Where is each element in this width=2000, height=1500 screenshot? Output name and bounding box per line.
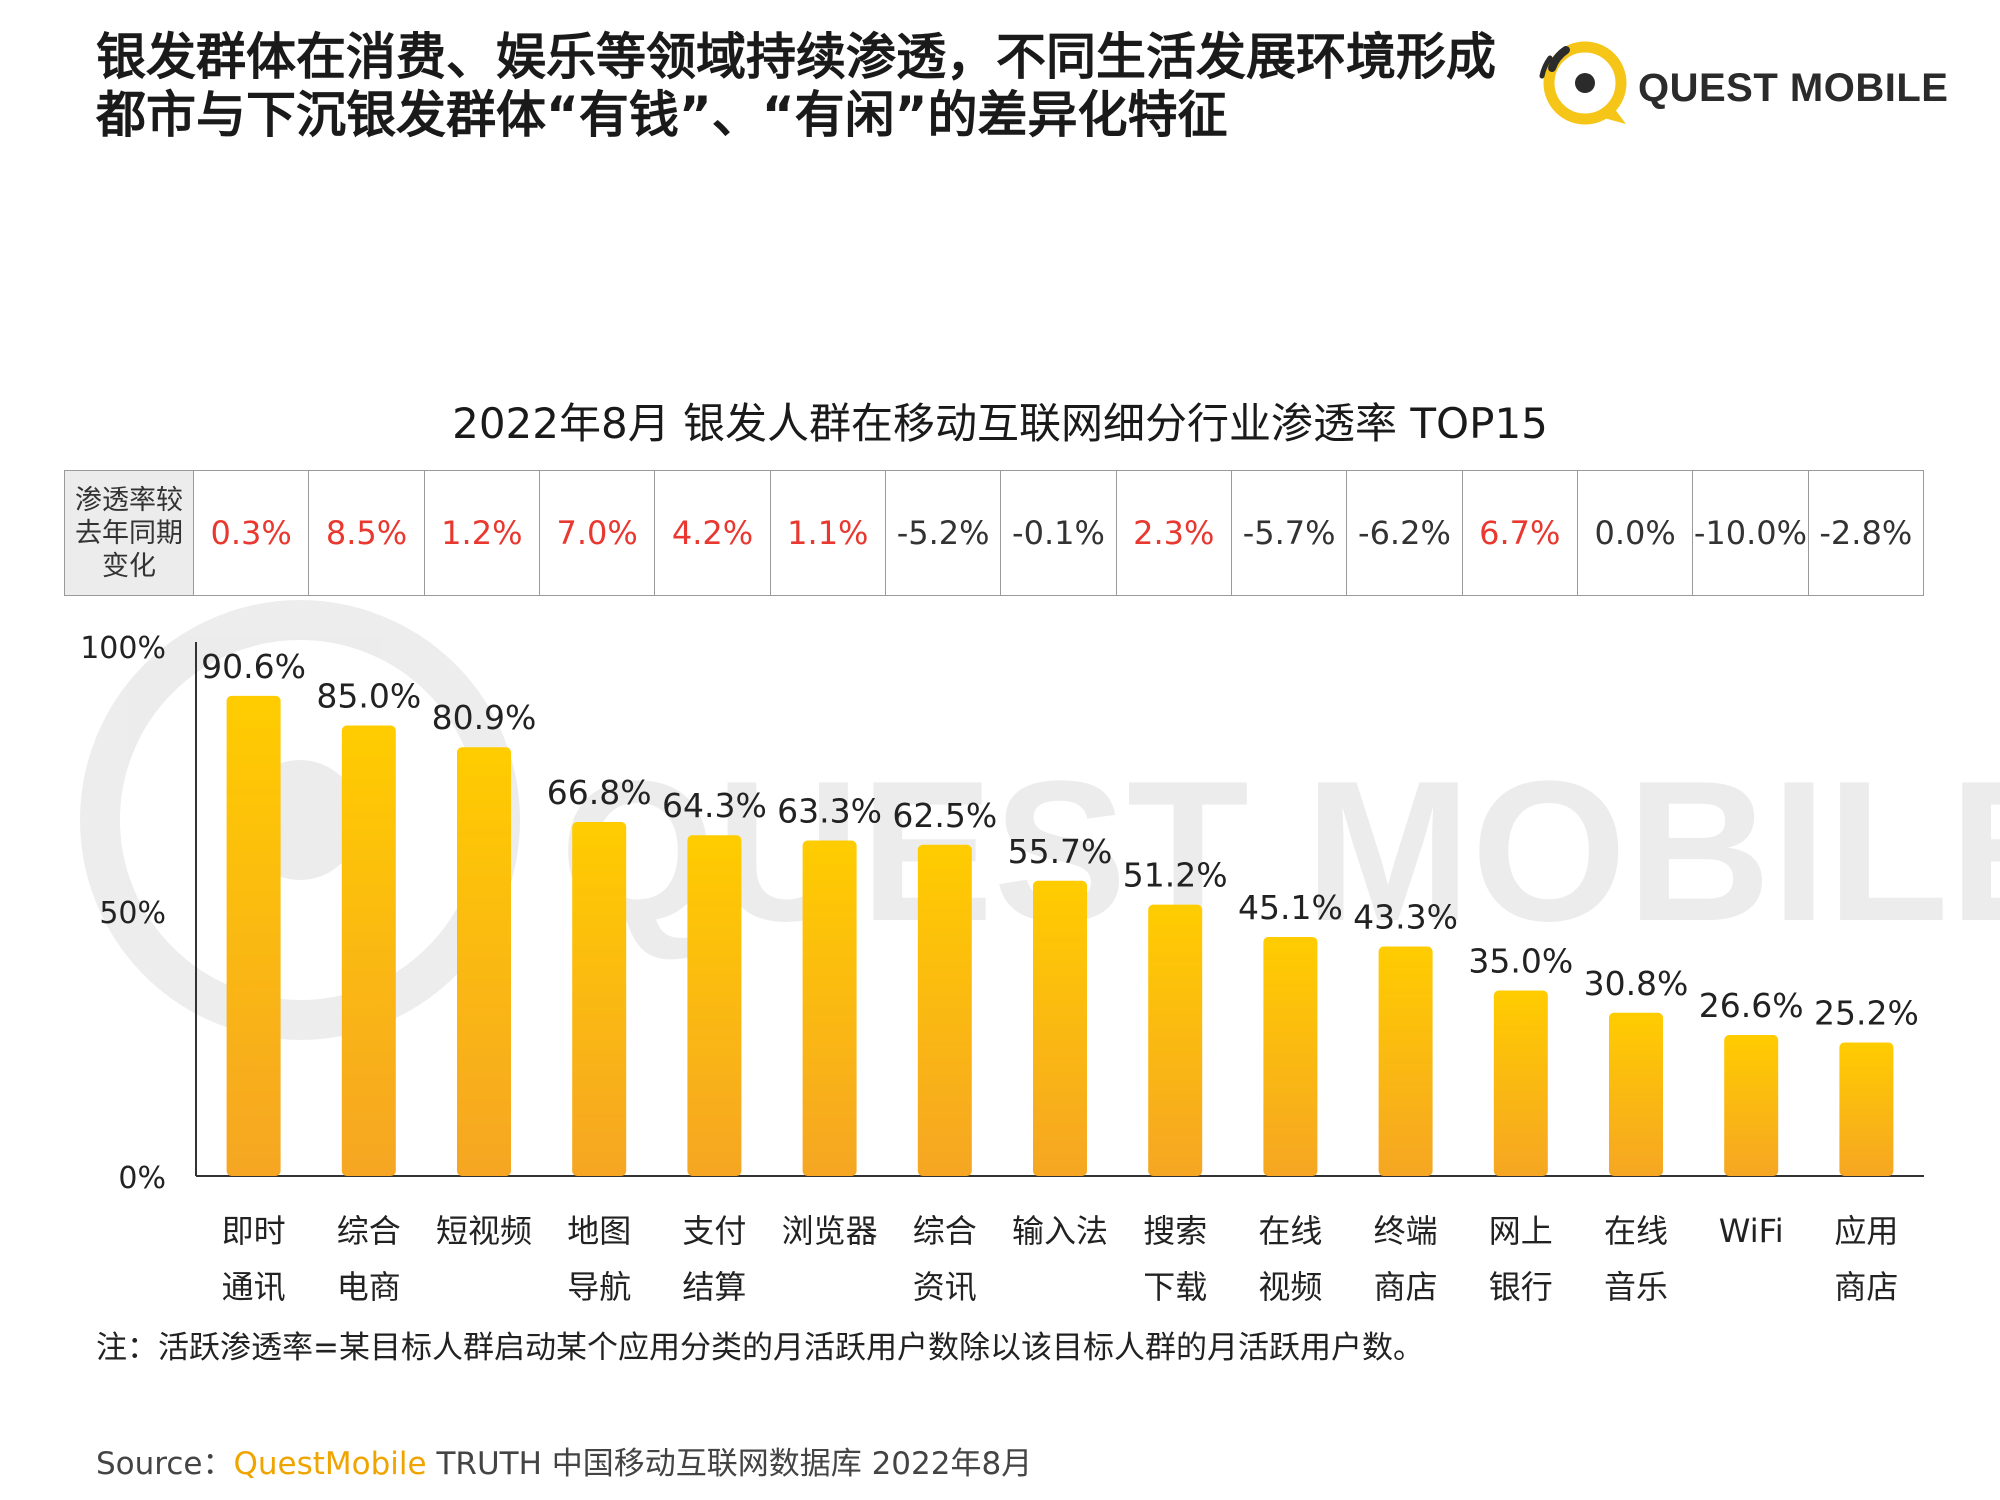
yoy-change-row: 渗透率较去年同期变化 0.3% 8.5% 1.2% 7.0% 4.2% 1.1% -5.2%… — [64, 470, 1925, 596]
page-headline: 银发群体在消费、娱乐等领域持续渗透，不同生活发展环境形成 都市与下沉银发群体“有… — [96, 28, 1536, 144]
bar — [1263, 936, 1318, 1176]
category-label: 银行 — [1489, 1268, 1553, 1306]
bar-value-label: 62.5% — [892, 796, 997, 835]
y-tick-label: 100% — [80, 631, 166, 666]
yoy-cell: -5.7% — [1230, 470, 1348, 596]
category-label: 在线 — [1604, 1212, 1668, 1250]
bar — [1493, 990, 1548, 1176]
yoy-cell: -2.8% — [1807, 470, 1925, 596]
yoy-cell: 0.0% — [1576, 470, 1694, 596]
headline-line-2: 都市与下沉银发群体“有钱”、“有闲”的差异化特征 — [96, 86, 1228, 144]
category-label: 搜索 — [1143, 1212, 1207, 1250]
y-tick-label: 50% — [99, 896, 166, 931]
bar-series — [226, 695, 1894, 1176]
chart-title: 2022年8月 银发人群在移动互联网细分行业渗透率 TOP15 — [452, 399, 1548, 448]
bar — [572, 821, 627, 1176]
watermark-text: QUEST MOBILE — [560, 740, 2000, 963]
category-label: 导航 — [567, 1268, 631, 1306]
bar — [1609, 1012, 1663, 1176]
yoy-cell: -6.2% — [1346, 470, 1463, 596]
bar-value-label: 90.6% — [201, 647, 306, 686]
category-label: 音乐 — [1604, 1268, 1668, 1306]
bar-value-label: 63.3% — [777, 792, 882, 831]
bar — [687, 835, 742, 1176]
bar-value-label: 80.9% — [432, 698, 537, 737]
category-label: 结算 — [682, 1268, 746, 1306]
bar-value-label: 51.2% — [1123, 856, 1228, 895]
bar — [1033, 880, 1087, 1176]
brand-logo: QUEST MOBILE — [1530, 28, 1948, 148]
category-label: 短视频 — [436, 1212, 532, 1250]
category-label: 即时 — [222, 1212, 286, 1250]
yoy-cell: -5.2% — [884, 470, 1002, 596]
yoy-table-header: 渗透率较去年同期变化 — [64, 470, 194, 596]
bar-value-label: 25.2% — [1814, 993, 1919, 1032]
brand-name: QUEST MOBILE — [1638, 66, 1949, 110]
penetration-bar-chart: QUEST MOBILE 0% 50% 100% 90.6% 85.0% 80.9% 66… — [80, 600, 2000, 1306]
category-label: 综合 — [913, 1212, 977, 1250]
yoy-cell: 2.3% — [1115, 470, 1232, 596]
category-label: 下载 — [1143, 1268, 1207, 1306]
footnote: 注：活跃渗透率=某目标人群启动某个应用分类的月活跃用户数除以该目标人群的月活跃用… — [96, 1330, 1424, 1366]
yoy-cell: 4.2% — [654, 470, 771, 596]
category-label: 综合 — [337, 1212, 401, 1250]
bar — [226, 695, 281, 1176]
bar-value-label: 30.8% — [1584, 964, 1689, 1003]
category-label: 商店 — [1834, 1268, 1898, 1306]
bar — [1148, 904, 1203, 1176]
yoy-change-table: 渗透率较去年同期变化 0.3% 8.5% 1.2% 7.0% 4.2% 1.1% -5.2%… — [64, 470, 1925, 596]
bar — [802, 840, 857, 1176]
yoy-cell: 1.2% — [423, 470, 540, 596]
bar — [341, 725, 396, 1176]
source-label: Source： — [96, 1446, 234, 1482]
category-label: 通讯 — [222, 1268, 286, 1306]
category-label: 资讯 — [913, 1268, 977, 1306]
category-label: 应用 — [1834, 1212, 1898, 1250]
category-label: 在线 — [1258, 1212, 1322, 1250]
value-labels: 90.6% 85.0% 80.9% 66.8% 64.3% 63.3% 62.5% 55.7%… — [201, 647, 1919, 1033]
category-label: 地图 — [567, 1212, 631, 1250]
bar-value-label: 55.7% — [1008, 832, 1113, 871]
source-line: Source：QuestMobile TRUTH 中国移动互联网数据库 2022… — [96, 1438, 1032, 1483]
bar — [1724, 1035, 1779, 1176]
category-label: 视频 — [1258, 1268, 1322, 1306]
yoy-cell: 0.3% — [192, 470, 310, 596]
yoy-cell: 8.5% — [308, 470, 425, 596]
source-brand: QuestMobile — [233, 1446, 427, 1482]
category-label: 输入法 — [1012, 1212, 1108, 1250]
category-label: 电商 — [337, 1268, 401, 1306]
bar-value-label: 85.0% — [316, 677, 421, 716]
yoy-cell: -10.0% — [1692, 470, 1809, 596]
category-label: 支付 — [682, 1212, 746, 1250]
bar-value-label: 43.3% — [1353, 898, 1458, 937]
watermark: QUEST MOBILE — [80, 600, 2000, 1040]
category-label: 终端 — [1374, 1212, 1438, 1250]
bar — [457, 747, 511, 1176]
y-tick-label: 0% — [118, 1161, 166, 1196]
category-label: 商店 — [1374, 1268, 1438, 1306]
bar-value-label: 26.6% — [1699, 986, 1804, 1025]
yoy-cell: -0.1% — [1000, 470, 1117, 596]
yoy-cell: 1.1% — [769, 470, 886, 596]
source-rest: TRUTH 中国移动互联网数据库 2022年8月 — [426, 1446, 1033, 1482]
category-label: 网上 — [1489, 1212, 1553, 1250]
bar — [1839, 1042, 1894, 1176]
bar-value-label: 64.3% — [662, 786, 767, 825]
category-label: 浏览器 — [782, 1212, 878, 1250]
headline-line-1: 银发群体在消费、娱乐等领域持续渗透，不同生活发展环境形成 — [96, 28, 1496, 86]
bar — [1378, 946, 1433, 1176]
bar-value-label: 35.0% — [1468, 942, 1573, 981]
yoy-cell: 6.7% — [1461, 470, 1578, 596]
bar-value-label: 66.8% — [547, 773, 652, 812]
bar — [917, 844, 972, 1176]
yoy-cell: 7.0% — [538, 470, 656, 596]
quest-mobile-logo-icon — [1539, 41, 1627, 125]
category-label: WiFi — [1719, 1212, 1784, 1250]
bar-value-label: 45.1% — [1238, 888, 1343, 927]
